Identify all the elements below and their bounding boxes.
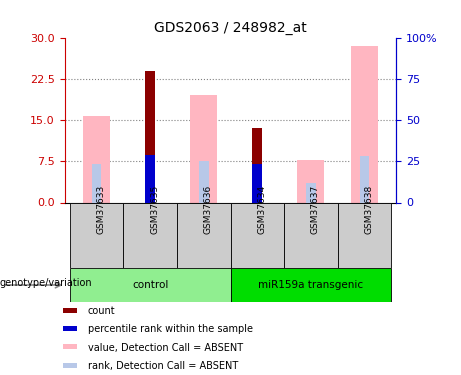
Bar bbox=[145, 156, 155, 203]
Bar bbox=[253, 128, 262, 202]
Bar bbox=[230, 202, 284, 268]
Bar bbox=[177, 202, 230, 268]
Bar bbox=[63, 344, 77, 349]
Bar bbox=[63, 326, 77, 331]
Text: GSM37634: GSM37634 bbox=[257, 184, 266, 234]
Text: rank, Detection Call = ABSENT: rank, Detection Call = ABSENT bbox=[88, 361, 238, 371]
Bar bbox=[92, 164, 101, 202]
Bar bbox=[230, 268, 391, 302]
Bar bbox=[145, 154, 155, 203]
Bar bbox=[190, 95, 217, 202]
Text: count: count bbox=[88, 306, 115, 316]
Bar bbox=[70, 268, 230, 302]
Bar bbox=[253, 164, 262, 202]
Text: GSM37637: GSM37637 bbox=[311, 184, 320, 234]
Bar bbox=[145, 70, 155, 202]
Bar bbox=[284, 202, 337, 268]
Bar bbox=[306, 183, 316, 203]
Text: control: control bbox=[132, 280, 168, 290]
Bar bbox=[351, 46, 378, 203]
Bar bbox=[83, 116, 110, 202]
Text: GSM37638: GSM37638 bbox=[364, 184, 373, 234]
Text: miR159a transgenic: miR159a transgenic bbox=[258, 280, 363, 290]
Text: value, Detection Call = ABSENT: value, Detection Call = ABSENT bbox=[88, 343, 243, 352]
Bar bbox=[360, 156, 369, 203]
Text: genotype/variation: genotype/variation bbox=[0, 278, 93, 288]
Text: GSM37636: GSM37636 bbox=[204, 184, 213, 234]
Text: GSM37633: GSM37633 bbox=[97, 184, 106, 234]
Bar bbox=[63, 308, 77, 313]
Bar bbox=[199, 161, 208, 202]
Bar bbox=[337, 202, 391, 268]
Bar bbox=[63, 363, 77, 368]
Text: GSM37635: GSM37635 bbox=[150, 184, 159, 234]
Bar bbox=[297, 160, 324, 202]
Text: percentile rank within the sample: percentile rank within the sample bbox=[88, 324, 253, 334]
Bar bbox=[124, 202, 177, 268]
Title: GDS2063 / 248982_at: GDS2063 / 248982_at bbox=[154, 21, 307, 35]
Bar bbox=[70, 202, 124, 268]
